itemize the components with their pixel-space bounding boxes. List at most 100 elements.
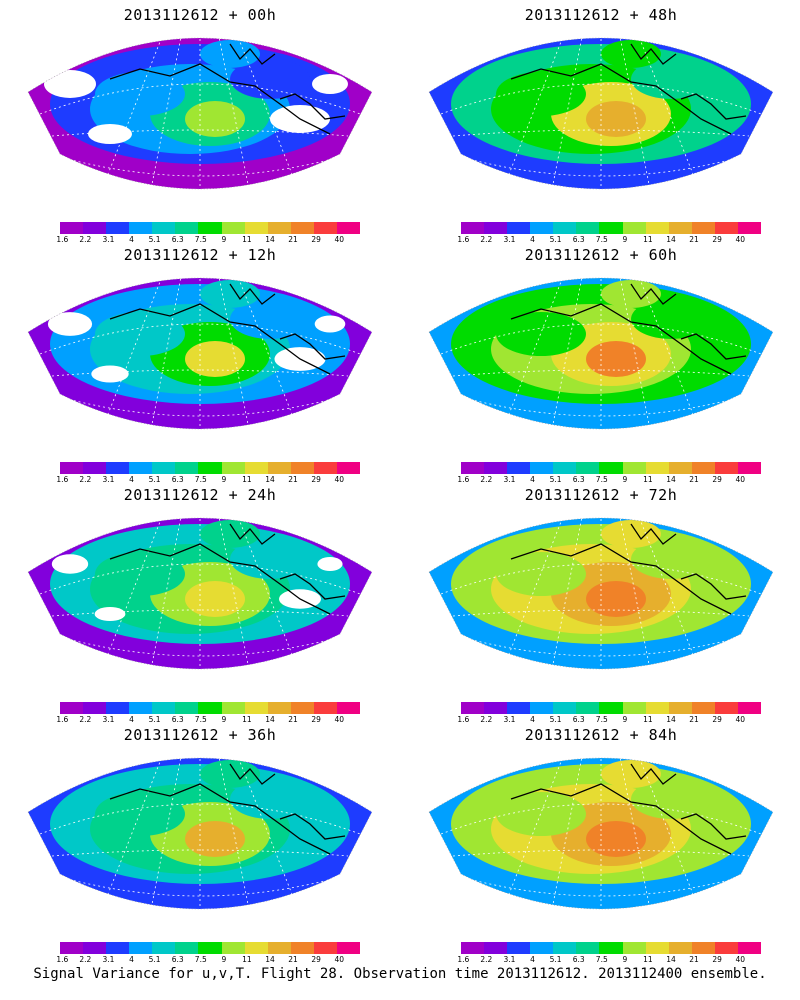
colorbar-segment bbox=[83, 222, 107, 234]
colorbar-segment bbox=[198, 462, 222, 474]
colorbar-segment bbox=[106, 702, 130, 714]
colorbar-segment bbox=[60, 942, 84, 954]
no-data-region bbox=[47, 312, 93, 336]
colorbar-segment bbox=[267, 462, 291, 474]
variance-contour bbox=[200, 520, 260, 548]
colorbar-label: 1.6 bbox=[457, 475, 470, 484]
colorbar-label: 21 bbox=[288, 715, 298, 724]
latitude-line bbox=[63, 157, 337, 177]
colorbar-segment bbox=[622, 702, 646, 714]
colorbar-segment bbox=[336, 702, 361, 714]
panel-title: 2013112612 + 00h bbox=[123, 6, 277, 24]
colorbar-label: 5.1 bbox=[549, 955, 562, 964]
variance-contour bbox=[95, 792, 185, 836]
no-data-region bbox=[51, 554, 89, 574]
colorbar-labels: 1.6 2.2 3.1 4 5.1 6.3 7.5 9 11 14 21 29 40 bbox=[56, 715, 360, 725]
colorbar bbox=[461, 222, 762, 234]
colorbar-label: 3.1 bbox=[102, 955, 115, 964]
colorbar-label: 4 bbox=[530, 955, 535, 964]
colorbar-label: 21 bbox=[689, 235, 699, 244]
colorbar-segment bbox=[313, 462, 337, 474]
variance-contour bbox=[95, 72, 185, 116]
colorbar-segment bbox=[60, 462, 84, 474]
colorbar-segment bbox=[244, 462, 268, 474]
colorbar-segment bbox=[83, 942, 107, 954]
colorbar-label: 14 bbox=[265, 955, 275, 964]
colorbar-segment bbox=[175, 222, 199, 234]
colorbar-segment bbox=[737, 462, 762, 474]
colorbar-segment bbox=[336, 462, 361, 474]
colorbar-label: 29 bbox=[712, 955, 722, 964]
colorbar-segment bbox=[83, 702, 107, 714]
variance-contour bbox=[496, 792, 586, 836]
colorbar-label: 9 bbox=[221, 715, 227, 724]
colorbar-segment bbox=[553, 702, 577, 714]
colorbar bbox=[461, 702, 762, 714]
variance-map bbox=[428, 517, 774, 670]
variance-contour bbox=[601, 760, 661, 788]
colorbar-label: 11 bbox=[242, 475, 252, 484]
variance-contour bbox=[631, 59, 711, 99]
colorbar-label: 1.6 bbox=[56, 475, 69, 484]
panel-title: 2013112612 + 24h bbox=[123, 486, 277, 504]
colorbar-label: 5.1 bbox=[549, 475, 562, 484]
variance-contour bbox=[185, 341, 245, 377]
latitude-line bbox=[464, 397, 738, 417]
colorbar-segment bbox=[221, 462, 245, 474]
colorbar-label: 40 bbox=[735, 715, 745, 724]
colorbar-label: 5.1 bbox=[148, 715, 161, 724]
colorbar bbox=[60, 702, 361, 714]
map-panel: 2013112612 + 00h 1.6 2.2 3.1 4 5.1 6.3 7.5 9 11 14… bbox=[0, 0, 400, 244]
colorbar-label: 21 bbox=[288, 955, 298, 964]
variance-contour bbox=[230, 59, 310, 99]
colorbar-segment bbox=[645, 462, 669, 474]
variance-contour bbox=[496, 312, 586, 356]
colorbar-segment bbox=[244, 702, 268, 714]
variance-map bbox=[428, 277, 774, 430]
colorbar-segment bbox=[507, 462, 531, 474]
colorbar-segment bbox=[129, 222, 153, 234]
colorbar-label: 4 bbox=[129, 475, 134, 484]
colorbar-segment bbox=[507, 942, 531, 954]
figure-caption: Signal Variance for u,v,T. Flight 28. Ob… bbox=[33, 966, 767, 982]
colorbar-segment bbox=[599, 222, 623, 234]
colorbar-segment bbox=[484, 942, 508, 954]
variance-contour bbox=[496, 552, 586, 596]
colorbar-segment bbox=[553, 942, 577, 954]
colorbar-segment bbox=[507, 702, 531, 714]
colorbar-segment bbox=[461, 702, 485, 714]
variance-map bbox=[27, 37, 373, 190]
colorbar-label: 1.6 bbox=[56, 235, 69, 244]
colorbar-label: 40 bbox=[334, 955, 344, 964]
colorbar-label: 29 bbox=[712, 235, 722, 244]
variance-contour bbox=[586, 821, 646, 857]
colorbar-label: 9 bbox=[622, 715, 628, 724]
colorbar-segment bbox=[737, 222, 762, 234]
colorbar-label: 4 bbox=[530, 235, 535, 244]
variance-contour bbox=[601, 520, 661, 548]
colorbar-label: 7.5 bbox=[595, 235, 608, 244]
colorbar-segment bbox=[599, 942, 623, 954]
colorbar-segment bbox=[645, 222, 669, 234]
colorbar-segment bbox=[198, 222, 222, 234]
variance-contour bbox=[496, 72, 586, 116]
colorbar-segment bbox=[290, 462, 314, 474]
colorbar-segment bbox=[622, 222, 646, 234]
colorbar-label: 9 bbox=[221, 235, 227, 244]
panel-title: 2013112612 + 60h bbox=[524, 246, 678, 264]
colorbar-segment bbox=[691, 702, 715, 714]
colorbar bbox=[60, 462, 361, 474]
colorbar-label: 2.2 bbox=[79, 715, 92, 724]
colorbar-label: 40 bbox=[334, 715, 344, 724]
colorbar-segment bbox=[622, 942, 646, 954]
no-data-region bbox=[88, 124, 132, 144]
colorbar-segment bbox=[129, 462, 153, 474]
colorbar-label: 2.2 bbox=[480, 235, 493, 244]
colorbar-label: 6.3 bbox=[572, 475, 585, 484]
colorbar-label: 29 bbox=[311, 475, 321, 484]
variance-contour bbox=[586, 581, 646, 617]
colorbar-segment bbox=[484, 222, 508, 234]
colorbar-label: 6.3 bbox=[171, 235, 184, 244]
colorbar-labels: 1.6 2.2 3.1 4 5.1 6.3 7.5 9 11 14 21 29 40 bbox=[56, 235, 360, 245]
colorbar-label: 14 bbox=[666, 235, 676, 244]
